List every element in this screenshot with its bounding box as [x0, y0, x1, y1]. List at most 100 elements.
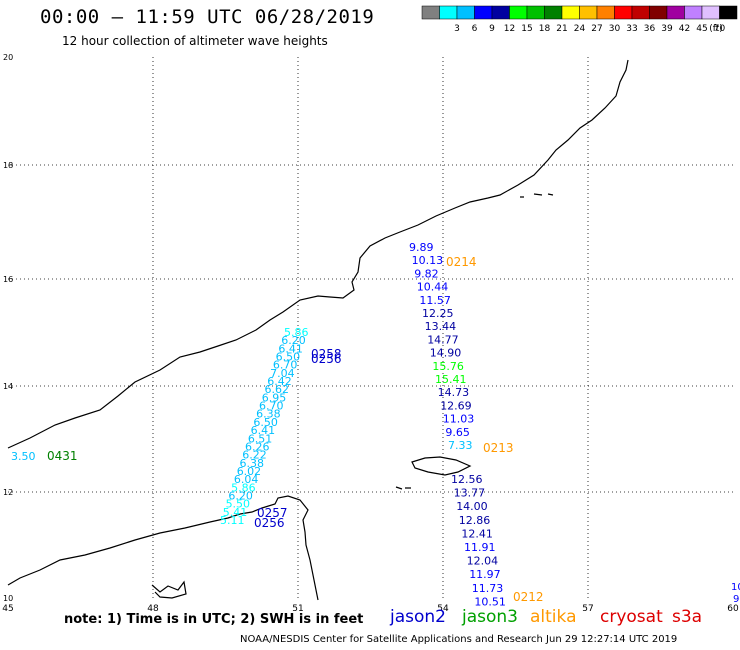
legend-tick-label: 6 — [472, 24, 478, 34]
wave-height-label: 6.41 — [278, 342, 303, 355]
lat-tick-label: 18 — [3, 161, 13, 170]
lat-tick-label: 20 — [3, 53, 13, 62]
legend-swatch — [614, 5, 633, 20]
wave-height-label: 12.69 — [440, 399, 472, 412]
somali-coastline — [7, 495, 319, 601]
footer-credit: NOAA/NESDIS Center for Satellite Applica… — [240, 634, 678, 645]
legend-swatch — [684, 5, 703, 20]
legend-tick-label: 12 — [504, 24, 515, 34]
legend-swatch — [509, 5, 528, 20]
wave-height-label: 11.97 — [469, 568, 501, 581]
map-title: 00:00 – 11:59 UTC 06/28/2019 — [40, 6, 375, 28]
legend-swatch — [561, 5, 580, 20]
lat-lon-grid: 45 48 51 54 57 60 20 18 16 14 12 10 — [2, 53, 739, 614]
pass-time-label: 0256 — [254, 516, 285, 530]
legend-tick-label: 18 — [539, 24, 551, 34]
legend-tick-label: 39 — [661, 24, 673, 34]
legend-tick-label: 33 — [626, 24, 637, 34]
wave-height-label: 3.50 — [11, 450, 36, 463]
legend-tick-label: 9 — [489, 24, 495, 34]
small-islands — [395, 193, 554, 490]
wave-height-label: 5.11 — [220, 514, 245, 527]
wave-height-label: 11.91 — [464, 541, 496, 554]
legend-tick-label: 70 — [714, 24, 726, 34]
wave-height-label: 5.41 — [223, 506, 248, 519]
legend-swatch — [701, 5, 720, 20]
wave-height-label: 9.82 — [414, 267, 439, 280]
wave-height-label: 12.41 — [461, 527, 493, 540]
wave-height-label: 6.95 — [262, 391, 287, 404]
legend-swatch — [439, 5, 458, 20]
wave-height-label: 11.57 — [419, 294, 451, 307]
wave-height-label: 5.86 — [231, 481, 256, 494]
socotra-island — [411, 456, 472, 476]
lon-tick-label: 60 — [727, 604, 739, 614]
pass-time-label: 0256 — [311, 352, 342, 366]
wave-height-label: 6.70 — [259, 400, 284, 413]
wave-height-label: 6.38 — [256, 408, 281, 421]
legend-swatch — [526, 5, 545, 20]
color-legend: 3 6 9 12 15 18 21 24 27 30 33 36 39 42 45 70(ft) — [421, 5, 738, 34]
wave-height-label: 6.51 — [248, 432, 273, 445]
wave-height-label: 6.62 — [265, 383, 290, 396]
satellite-altika-label: altika — [530, 607, 577, 627]
wave-height-label: 7.33 — [448, 439, 473, 452]
wave-height-label: 7.04 — [270, 367, 295, 380]
wave-height-label: 13.77 — [454, 487, 486, 500]
wave-height-label: 6.22 — [242, 449, 267, 462]
wave-height-label: 6.42 — [267, 375, 292, 388]
wave-height-label: 6.41 — [251, 424, 276, 437]
legend-tick-label: 3 — [454, 24, 460, 34]
lat-tick-label: 14 — [3, 382, 13, 391]
wave-height-label: 6.70 — [273, 359, 298, 372]
wave-height-label: 6.04 — [234, 473, 258, 486]
legend-tick-label: 27 — [591, 24, 602, 34]
legend-swatch — [596, 5, 615, 20]
legend-tick-label: 30 — [609, 24, 621, 34]
wave-height-label: 9.65 — [445, 426, 470, 439]
legend-swatch — [666, 5, 685, 20]
wave-height-label: 14.77 — [427, 333, 459, 346]
wave-height-label: 6.20 — [228, 489, 253, 502]
wave-height-label: 10.44 — [417, 281, 449, 294]
legend-swatch — [544, 5, 563, 20]
lon-tick-label: 54 — [437, 604, 449, 614]
pass-time-label: 0258 — [311, 347, 342, 361]
somali-cape-detail — [151, 580, 187, 599]
pass-time-label: 0213 — [483, 441, 514, 455]
legend-tick-label: 36 — [644, 24, 656, 34]
pass-time-label: 0212 — [513, 590, 544, 604]
pass-time-label: 0214 — [446, 255, 477, 269]
wave-height-label: 13.44 — [425, 320, 457, 333]
legend-tick-label: 45 — [696, 24, 707, 34]
wave-height-label: 12.04 — [467, 555, 499, 568]
satellite-s3a-label: s3a — [672, 607, 703, 627]
wave-height-label: 12.86 — [459, 514, 491, 527]
altimeter-tracks: 9.8910.139.8210.4411.5712.2513.4414.7714… — [11, 241, 740, 608]
legend-unit: (ft) — [709, 24, 723, 34]
wave-height-label: 9.89 — [409, 241, 434, 254]
wave-height-label: 5.86 — [284, 326, 309, 339]
arabian-coastline — [7, 59, 629, 449]
wave-height-label: 15.76 — [432, 360, 464, 373]
wave-height-label: 14.00 — [456, 500, 488, 513]
lon-tick-label: 48 — [147, 604, 159, 614]
pass-time-label: 0431 — [47, 449, 78, 463]
satellite-cryosat-label: cryosat — [600, 607, 663, 627]
legend-swatch — [474, 5, 493, 20]
wave-height-label: 14.73 — [438, 386, 470, 399]
wave-height-label: 9 — [733, 594, 739, 605]
footer-note: note: 1) Time is in UTC; 2) SWH is in fe… — [64, 612, 364, 627]
lon-tick-label: 45 — [2, 604, 13, 614]
legend-swatch — [631, 5, 650, 20]
lat-tick-label: 12 — [3, 488, 13, 497]
legend-swatch — [579, 5, 598, 20]
legend-tick-label: 42 — [679, 24, 690, 34]
pass-time-label: 0257 — [257, 506, 288, 520]
legend-swatch — [649, 5, 668, 20]
wave-height-label: 6.20 — [281, 334, 306, 347]
lon-tick-label: 51 — [292, 604, 303, 614]
wave-height-label: 14.90 — [430, 347, 462, 360]
lat-tick-label: 16 — [3, 275, 13, 284]
